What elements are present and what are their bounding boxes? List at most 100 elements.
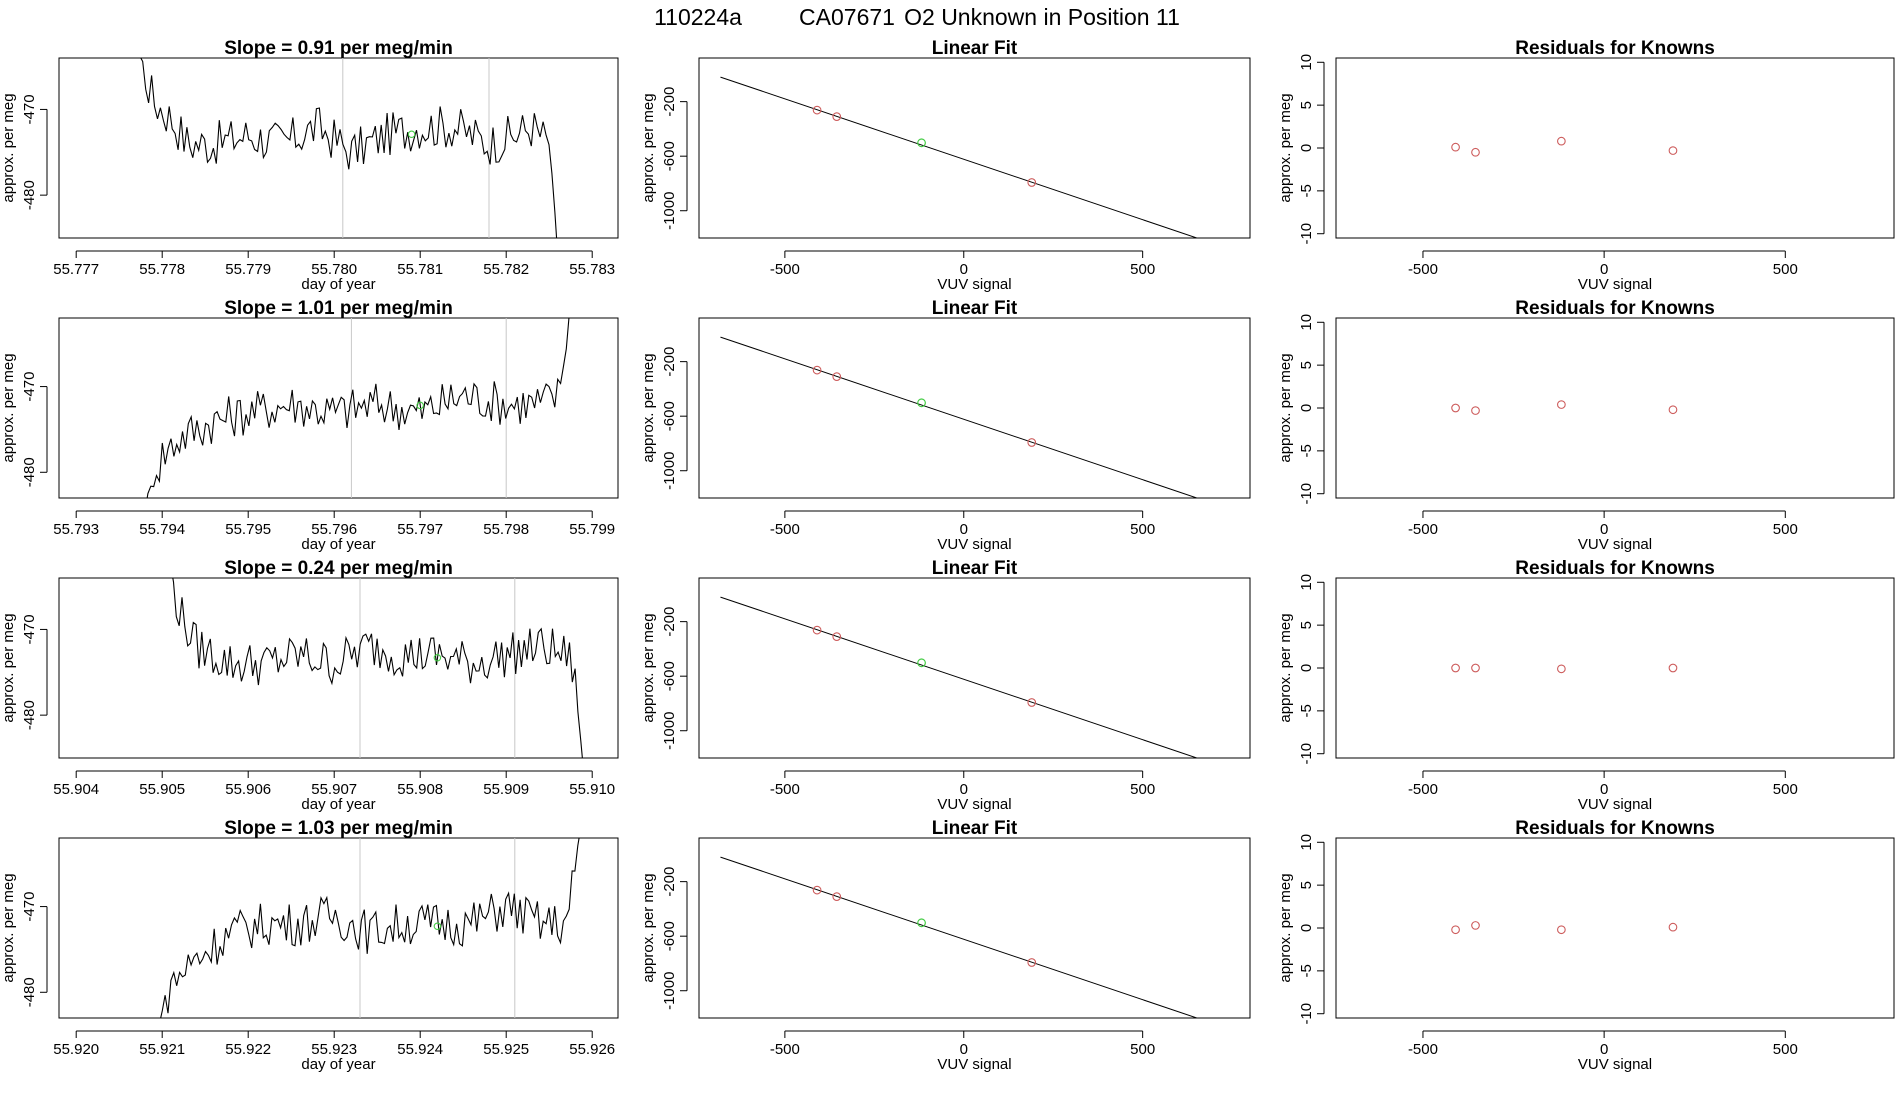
x-tick-label: 55.920 <box>53 1041 99 1058</box>
y-tick-label: -10 <box>1298 223 1315 245</box>
x-tick-label: 55.910 <box>569 781 615 798</box>
x-tick-label: 500 <box>1130 781 1155 798</box>
x-tick-label: 55.783 <box>569 261 615 278</box>
y-axis-label: approx. per meg <box>1277 353 1294 462</box>
series-line <box>160 838 580 1018</box>
y-tick-label: -1000 <box>661 712 678 750</box>
x-tick-label: 55.798 <box>483 521 529 538</box>
plot-area <box>720 856 1199 1018</box>
x-tick-label: 500 <box>1773 781 1798 798</box>
known-point <box>1027 178 1037 187</box>
x-tick-label: -500 <box>1408 261 1438 278</box>
plot-frame <box>58 837 619 1019</box>
x-tick-label: 55.922 <box>225 1041 271 1058</box>
panel-scatter-9: Residuals for Knowns -500 0 500 VUV signal -1… <box>1277 38 1895 293</box>
plot-frame <box>698 837 1251 1019</box>
unknown-point <box>407 130 416 139</box>
unknown-point <box>917 138 926 148</box>
plot-area <box>1451 921 1678 935</box>
x-tick-label: 55.926 <box>569 1041 615 1058</box>
x-tick-label: 55.925 <box>483 1041 529 1058</box>
series-line <box>140 58 558 238</box>
x-tick-label: 0 <box>1600 1041 1608 1058</box>
residual-point <box>1557 400 1566 409</box>
y-axis-label: approx. per meg <box>0 613 17 722</box>
y-tick-label: -200 <box>661 87 678 117</box>
known-point <box>832 632 842 641</box>
y-tick-label: -1000 <box>661 192 678 230</box>
chart-title: Linear Fit <box>932 818 1018 839</box>
x-tick-label: 500 <box>1773 521 1798 538</box>
residual-point <box>1451 142 1460 152</box>
residual-point <box>1451 663 1460 673</box>
panel-line-2: Slope = 1.01 per meg/min 55.793 55.794 55.7… <box>0 298 619 553</box>
residual-point <box>1668 663 1678 673</box>
panel-line-4: Slope = 1.03 per meg/min 55.920 55.921 55.9… <box>0 818 619 1073</box>
x-tick-label: 500 <box>1773 261 1798 278</box>
known-point <box>812 105 822 115</box>
residual-point <box>1557 136 1566 146</box>
plot-area <box>720 76 1199 238</box>
x-tick-label: -500 <box>1408 521 1438 538</box>
y-tick-label: 5 <box>1298 881 1315 889</box>
y-tick-label: 0 <box>1298 664 1315 672</box>
y-tick-label: -470 <box>21 614 38 644</box>
x-tick-label: 55.779 <box>225 261 271 278</box>
residual-point <box>1471 663 1480 673</box>
unknown-point <box>917 918 926 928</box>
plot-frame <box>58 577 619 759</box>
fit-line <box>720 336 1199 498</box>
plot-frame <box>698 57 1251 239</box>
y-tick-label: -480 <box>21 977 38 1007</box>
y-tick-label: -5 <box>1298 184 1315 197</box>
residual-point <box>1451 403 1460 413</box>
plot-frame <box>1335 577 1895 759</box>
panel-scatter-7: Linear Fit -500 0 500 VUV signal -1000 -600 -20… <box>640 558 1251 813</box>
panel-line-1: Slope = 0.91 per meg/min 55.777 55.778 55.7… <box>0 38 619 293</box>
known-point <box>812 625 822 635</box>
y-tick-label: -1000 <box>661 452 678 490</box>
x-tick-label: 55.782 <box>483 261 529 278</box>
y-tick-label: 10 <box>1298 54 1315 71</box>
known-point <box>812 365 822 375</box>
y-tick-label: -5 <box>1298 444 1315 457</box>
plot-area <box>1451 400 1678 415</box>
x-tick-label: 55.907 <box>311 781 357 798</box>
x-axis-label: VUV signal <box>937 1056 1011 1073</box>
fit-line <box>720 596 1199 758</box>
chart-title: Slope = 1.01 per meg/min <box>224 298 453 319</box>
x-axis-label: day of year <box>301 536 375 553</box>
y-tick-label: -10 <box>1298 743 1315 765</box>
x-axis-label: VUV signal <box>937 536 1011 553</box>
x-axis-label: VUV signal <box>937 276 1011 293</box>
known-point <box>832 112 842 121</box>
y-tick-label: -5 <box>1298 964 1315 977</box>
x-tick-label: 55.780 <box>311 261 357 278</box>
chart-title: Linear Fit <box>932 298 1018 319</box>
x-tick-label: 55.905 <box>139 781 185 798</box>
y-axis-label: approx. per meg <box>1277 873 1294 982</box>
x-axis-label: day of year <box>301 276 375 293</box>
plot-area <box>720 336 1199 498</box>
x-axis-label: day of year <box>301 1056 375 1073</box>
plot-frame <box>698 577 1251 759</box>
y-tick-label: -5 <box>1298 704 1315 717</box>
chart-title: Linear Fit <box>932 38 1018 59</box>
y-axis-label: approx. per meg <box>640 353 657 462</box>
x-tick-label: 55.904 <box>53 781 99 798</box>
fit-line <box>720 856 1199 1018</box>
y-tick-label: -10 <box>1298 1003 1315 1025</box>
x-tick-label: -500 <box>1408 1041 1438 1058</box>
residual-point <box>1557 664 1566 674</box>
y-tick-label: 10 <box>1298 834 1315 851</box>
chart-title: Residuals for Knowns <box>1515 298 1715 319</box>
x-tick-label: -500 <box>770 1041 800 1058</box>
x-tick-label: 0 <box>1600 521 1608 538</box>
panel-scatter-12: Residuals for Knowns -500 0 500 VUV signal -1… <box>1277 818 1895 1073</box>
residual-point <box>1668 146 1678 155</box>
y-tick-label: 0 <box>1298 924 1315 932</box>
x-tick-label: 0 <box>960 1041 968 1058</box>
x-tick-label: 55.921 <box>139 1041 185 1058</box>
y-axis-label: approx. per meg <box>1277 93 1294 202</box>
